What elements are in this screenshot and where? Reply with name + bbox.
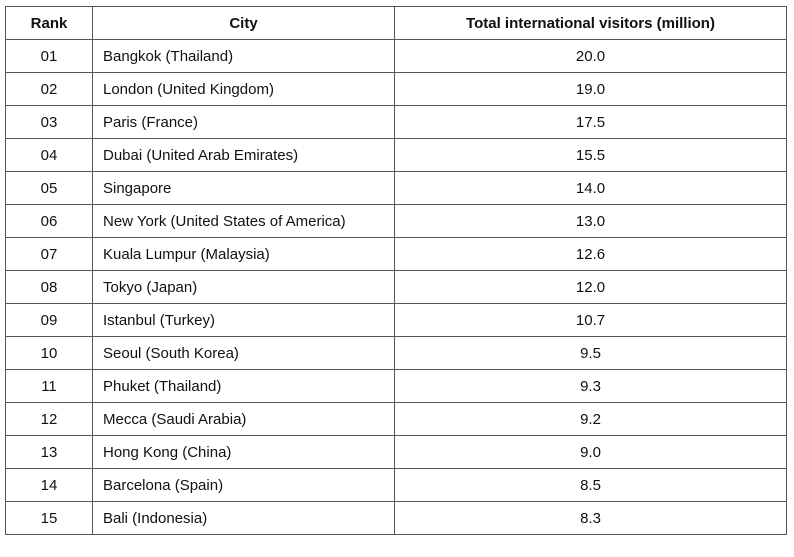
table-row: 04 Dubai (United Arab Emirates) 15.5 bbox=[5, 138, 787, 172]
visitors-cell: 8.5 bbox=[394, 468, 787, 502]
city-cell: Barcelona (Spain) bbox=[92, 468, 395, 502]
visitors-cell: 17.5 bbox=[394, 105, 787, 139]
table-header-row: Rank City Total international visitors (… bbox=[5, 6, 787, 40]
table-row: 06 New York (United States of America) 13.… bbox=[5, 204, 787, 238]
rank-cell: 08 bbox=[5, 270, 93, 304]
header-visitors: Total international visitors (million) bbox=[394, 6, 787, 40]
city-cell: Singapore bbox=[92, 171, 395, 205]
rank-cell: 01 bbox=[5, 39, 93, 73]
table-row: 10 Seoul (South Korea) 9.5 bbox=[5, 336, 787, 370]
city-cell: Dubai (United Arab Emirates) bbox=[92, 138, 395, 172]
rank-cell: 04 bbox=[5, 138, 93, 172]
city-cell: New York (United States of America) bbox=[92, 204, 395, 238]
table-row: 07 Kuala Lumpur (Malaysia) 12.6 bbox=[5, 237, 787, 271]
rank-cell: 10 bbox=[5, 336, 93, 370]
header-city: City bbox=[92, 6, 395, 40]
table-row: 15 Bali (Indonesia) 8.3 bbox=[5, 501, 787, 535]
visitors-cell: 14.0 bbox=[394, 171, 787, 205]
visitors-table: Rank City Total international visitors (… bbox=[5, 6, 787, 535]
visitors-cell: 8.3 bbox=[394, 501, 787, 535]
city-cell: Kuala Lumpur (Malaysia) bbox=[92, 237, 395, 271]
table-row: 05 Singapore 14.0 bbox=[5, 171, 787, 205]
table-body: 01 Bangkok (Thailand) 20.0 02 London (United… bbox=[5, 39, 787, 535]
rank-cell: 03 bbox=[5, 105, 93, 139]
rank-cell: 13 bbox=[5, 435, 93, 469]
table-row: 02 London (United Kingdom) 19.0 bbox=[5, 72, 787, 106]
city-cell: Tokyo (Japan) bbox=[92, 270, 395, 304]
rank-cell: 02 bbox=[5, 72, 93, 106]
city-cell: Hong Kong (China) bbox=[92, 435, 395, 469]
visitors-cell: 10.7 bbox=[394, 303, 787, 337]
visitors-table-container: Rank City Total international visitors (… bbox=[5, 6, 787, 535]
table-row: 09 Istanbul (Turkey) 10.7 bbox=[5, 303, 787, 337]
table-row: 13 Hong Kong (China) 9.0 bbox=[5, 435, 787, 469]
city-cell: Phuket (Thailand) bbox=[92, 369, 395, 403]
visitors-cell: 9.5 bbox=[394, 336, 787, 370]
visitors-cell: 9.2 bbox=[394, 402, 787, 436]
city-cell: Seoul (South Korea) bbox=[92, 336, 395, 370]
rank-cell: 15 bbox=[5, 501, 93, 535]
visitors-cell: 9.0 bbox=[394, 435, 787, 469]
visitors-cell: 19.0 bbox=[394, 72, 787, 106]
rank-cell: 14 bbox=[5, 468, 93, 502]
city-cell: Paris (France) bbox=[92, 105, 395, 139]
visitors-cell: 15.5 bbox=[394, 138, 787, 172]
city-cell: London (United Kingdom) bbox=[92, 72, 395, 106]
table-row: 12 Mecca (Saudi Arabia) 9.2 bbox=[5, 402, 787, 436]
city-cell: Mecca (Saudi Arabia) bbox=[92, 402, 395, 436]
rank-cell: 11 bbox=[5, 369, 93, 403]
table-row: 11 Phuket (Thailand) 9.3 bbox=[5, 369, 787, 403]
rank-cell: 12 bbox=[5, 402, 93, 436]
table-row: 14 Barcelona (Spain) 8.5 bbox=[5, 468, 787, 502]
rank-cell: 07 bbox=[5, 237, 93, 271]
visitors-cell: 20.0 bbox=[394, 39, 787, 73]
visitors-cell: 12.0 bbox=[394, 270, 787, 304]
city-cell: Istanbul (Turkey) bbox=[92, 303, 395, 337]
rank-cell: 05 bbox=[5, 171, 93, 205]
table-row: 08 Tokyo (Japan) 12.0 bbox=[5, 270, 787, 304]
rank-cell: 09 bbox=[5, 303, 93, 337]
visitors-cell: 12.6 bbox=[394, 237, 787, 271]
city-cell: Bangkok (Thailand) bbox=[92, 39, 395, 73]
table-row: 01 Bangkok (Thailand) 20.0 bbox=[5, 39, 787, 73]
header-rank: Rank bbox=[5, 6, 93, 40]
visitors-cell: 13.0 bbox=[394, 204, 787, 238]
city-cell: Bali (Indonesia) bbox=[92, 501, 395, 535]
visitors-cell: 9.3 bbox=[394, 369, 787, 403]
table-row: 03 Paris (France) 17.5 bbox=[5, 105, 787, 139]
rank-cell: 06 bbox=[5, 204, 93, 238]
